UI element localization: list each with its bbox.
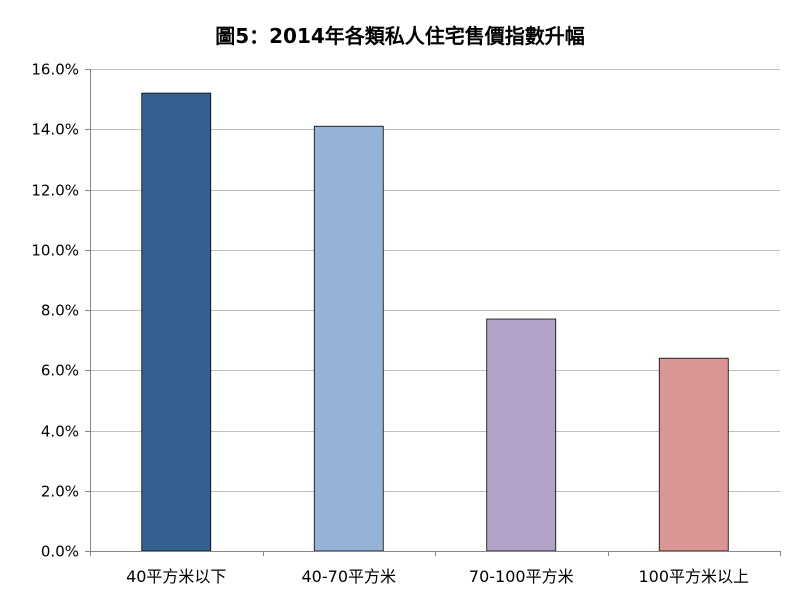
bar-1 xyxy=(141,92,212,552)
bar-4 xyxy=(658,357,729,552)
y-tick-label: 0.0% xyxy=(41,543,79,561)
y-tick-label: 8.0% xyxy=(41,302,79,320)
x-tick-label: 40-70平方米 xyxy=(302,567,397,586)
x-axis-tick-labels: 40平方米以下 40-70平方米 70-100平方米 100平方米以上 xyxy=(126,567,749,586)
x-tick-label: 100平方米以上 xyxy=(638,567,749,586)
y-tick-label: 6.0% xyxy=(41,362,79,380)
y-tick-label: 2.0% xyxy=(41,483,79,501)
chart-title: 圖5：2014年各類私人住宅售價指數升幅 xyxy=(215,24,585,48)
y-tick-label: 10.0% xyxy=(31,242,79,260)
axes xyxy=(85,69,781,556)
y-tick-label: 16.0% xyxy=(31,61,79,79)
bar-3 xyxy=(486,318,557,552)
y-axis-tick-labels: 0.0% 2.0% 4.0% 6.0% 8.0% 10.0% 12.0% 14.0% 16.0% xyxy=(31,61,79,561)
y-tick-label: 4.0% xyxy=(41,423,79,441)
y-tick-label: 14.0% xyxy=(31,121,79,139)
bars xyxy=(141,92,729,552)
x-tick-label: 40平方米以下 xyxy=(126,567,226,586)
y-tick-label: 12.0% xyxy=(31,182,79,200)
bar-2 xyxy=(313,125,384,552)
x-tick-label: 70-100平方米 xyxy=(469,567,574,586)
